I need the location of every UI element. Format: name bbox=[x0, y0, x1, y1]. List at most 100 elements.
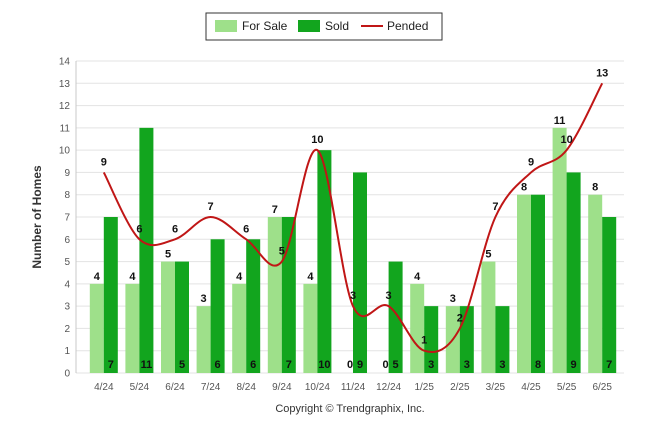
y-tick-label: 10 bbox=[59, 146, 71, 157]
bar-for-sale bbox=[267, 217, 282, 373]
label-sold: 8 bbox=[535, 359, 541, 371]
label-for-sale: 11 bbox=[554, 115, 566, 127]
label-sold: 6 bbox=[250, 359, 256, 371]
x-tick-label: 5/25 bbox=[557, 382, 577, 393]
copyright-text: Copyright © Trendgraphix, Inc. bbox=[275, 403, 424, 415]
legend-label-sold: Sold bbox=[325, 19, 349, 33]
x-tick-label: 4/24 bbox=[94, 382, 114, 393]
bar-for-sale bbox=[552, 127, 567, 373]
bar-sold bbox=[317, 150, 332, 373]
bar-sold bbox=[353, 172, 367, 373]
label-sold: 9 bbox=[571, 359, 577, 371]
label-for-sale: 8 bbox=[521, 182, 527, 194]
bar-sold bbox=[210, 239, 225, 373]
label-for-sale: 4 bbox=[236, 271, 243, 283]
label-for-sale: 8 bbox=[592, 182, 598, 194]
y-tick-label: 1 bbox=[64, 346, 70, 357]
bar-for-sale bbox=[125, 283, 140, 373]
bar-sold bbox=[495, 306, 510, 373]
bar-for-sale bbox=[232, 283, 247, 373]
bar-sold bbox=[246, 239, 261, 373]
x-tick-label: 7/24 bbox=[201, 382, 221, 393]
label-pended: 13 bbox=[596, 67, 608, 79]
y-tick-label: 5 bbox=[64, 257, 70, 268]
label-pended: 6 bbox=[136, 223, 142, 235]
label-sold: 3 bbox=[499, 359, 505, 371]
y-tick-label: 0 bbox=[64, 369, 70, 380]
label-for-sale: 0 bbox=[383, 359, 389, 371]
label-pended: 2 bbox=[457, 312, 463, 324]
bar-for-sale bbox=[588, 194, 603, 373]
y-tick-label: 3 bbox=[64, 302, 70, 313]
x-tick-label: 8/24 bbox=[236, 382, 256, 393]
bar-sold bbox=[175, 261, 189, 373]
x-tick-label: 12/24 bbox=[376, 382, 401, 393]
label-sold: 3 bbox=[428, 359, 434, 371]
y-tick-label: 9 bbox=[64, 168, 70, 179]
legend-label-for-sale: For Sale bbox=[242, 19, 288, 33]
label-for-sale: 0 bbox=[347, 359, 353, 371]
label-pended: 5 bbox=[279, 246, 285, 258]
label-sold: 5 bbox=[393, 359, 399, 371]
bar-for-sale bbox=[196, 306, 211, 373]
label-pended: 7 bbox=[492, 201, 498, 213]
legend-label-pended: Pended bbox=[387, 19, 428, 33]
label-sold: 7 bbox=[606, 359, 612, 371]
bar-sold bbox=[531, 194, 545, 373]
label-sold: 7 bbox=[108, 359, 114, 371]
bar-for-sale bbox=[481, 261, 496, 373]
y-tick-label: 7 bbox=[64, 213, 70, 224]
legend-swatch-sold bbox=[298, 20, 320, 32]
x-tick-label: 1/25 bbox=[414, 382, 434, 393]
legend-swatch-for-sale bbox=[215, 20, 237, 32]
label-for-sale: 5 bbox=[485, 249, 491, 261]
label-sold: 9 bbox=[357, 359, 363, 371]
label-for-sale: 4 bbox=[129, 271, 136, 283]
label-pended: 10 bbox=[311, 134, 323, 146]
legend: For Sale Sold Pended bbox=[205, 12, 443, 41]
label-for-sale: 7 bbox=[272, 204, 278, 216]
label-sold: 5 bbox=[179, 359, 185, 371]
x-tick-label: 2/25 bbox=[450, 382, 470, 393]
bars bbox=[89, 127, 617, 373]
label-pended: 6 bbox=[243, 223, 249, 235]
y-tick-label: 13 bbox=[59, 79, 71, 90]
label-sold: 3 bbox=[464, 359, 470, 371]
label-pended: 3 bbox=[350, 290, 356, 302]
y-tick-label: 8 bbox=[64, 190, 70, 201]
pended-line-path bbox=[102, 82, 604, 353]
x-axis-ticks: 4/24 5/24 6/24 7/24 8/24 9/24 10/24 11/24 12/24 1… bbox=[94, 382, 612, 393]
y-tick-label: 12 bbox=[59, 101, 71, 112]
y-tick-label: 2 bbox=[64, 324, 70, 335]
x-tick-label: 9/24 bbox=[272, 382, 292, 393]
x-tick-label: 11/24 bbox=[341, 382, 366, 393]
label-pended: 7 bbox=[208, 201, 214, 213]
bar-for-sale bbox=[303, 283, 318, 373]
x-tick-label: 6/24 bbox=[165, 382, 185, 393]
label-pended: 9 bbox=[101, 156, 107, 168]
x-tick-label: 4/25 bbox=[521, 382, 541, 393]
label-pended: 9 bbox=[528, 156, 534, 168]
bar-sold bbox=[424, 306, 439, 373]
label-pended: 3 bbox=[386, 290, 392, 302]
y-tick-label: 4 bbox=[64, 279, 70, 290]
bar-sold bbox=[139, 127, 154, 373]
bar-for-sale bbox=[89, 283, 104, 373]
bar-for-sale bbox=[517, 194, 531, 373]
label-sold: 7 bbox=[286, 359, 292, 371]
label-sold: 10 bbox=[318, 359, 330, 371]
label-for-sale: 4 bbox=[94, 271, 101, 283]
legend-box bbox=[205, 12, 443, 41]
label-sold: 6 bbox=[215, 359, 221, 371]
label-sold: 11 bbox=[141, 359, 153, 371]
label-pended: 10 bbox=[560, 134, 572, 146]
bar-sold bbox=[103, 217, 118, 373]
label-for-sale: 4 bbox=[307, 271, 314, 283]
bar-for-sale bbox=[161, 261, 175, 373]
label-pended: 1 bbox=[421, 335, 427, 347]
x-tick-label: 5/24 bbox=[130, 382, 150, 393]
x-tick-label: 6/25 bbox=[592, 382, 612, 393]
